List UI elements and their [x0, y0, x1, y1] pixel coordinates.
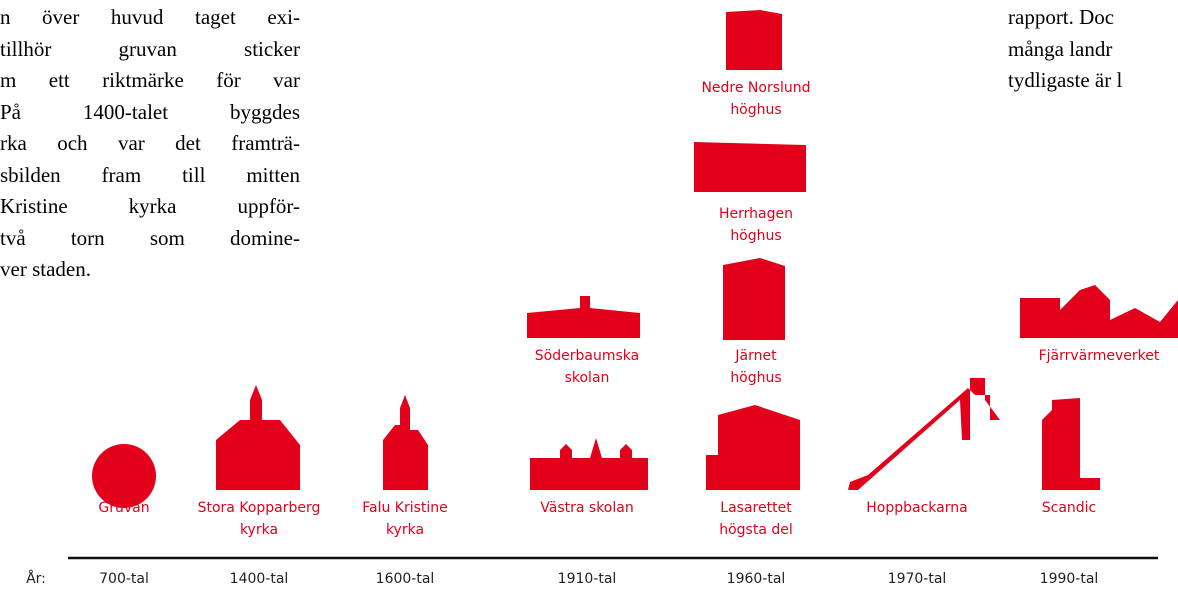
year-label: 1990-tal [1040, 571, 1099, 587]
icon-scandic [1042, 398, 1100, 490]
landmark-label: Nedre Norslund [701, 80, 810, 96]
icon-fjarrvarmeverket [1020, 285, 1178, 338]
landmark-label: Herrhagen [719, 206, 793, 222]
landmark-label: Gruvan [98, 500, 149, 516]
landmark-label: Västra skolan [540, 500, 633, 516]
year-label: 1970-tal [888, 571, 947, 587]
landmark-label: Hoppbackarna [866, 500, 967, 516]
year-label: 700-tal [99, 571, 149, 587]
landmark-label: Fjärrvärmeverket [1039, 348, 1160, 364]
landmark-label: Järnet [734, 348, 777, 364]
icon-herrhagen [694, 142, 806, 192]
timeline: År: 700-tal Gruvan 1400-tal Stora Kopparber… [0, 0, 1178, 596]
icon-jarnet [723, 258, 785, 340]
landmark-label: Scandic [1042, 500, 1097, 516]
landmark-label: skolan [565, 370, 610, 386]
icon-gruvan [92, 444, 156, 508]
landmark-label: kyrka [386, 522, 424, 538]
axis-label: År: [26, 570, 46, 587]
year-label: 1910-tal [558, 571, 617, 587]
landmark-label: höghus [730, 370, 781, 386]
landmark-label: kyrka [240, 522, 278, 538]
landmark-label: Lasarettet [720, 500, 792, 516]
icon-falu-kristine [383, 395, 428, 490]
icon-stora-kopparberg [216, 385, 300, 490]
icons [92, 10, 1178, 508]
landmark-label: Falu Kristine [362, 500, 448, 516]
icon-vastra-skolan [530, 438, 648, 490]
landmark-label: höghus [730, 228, 781, 244]
landmark-label: Söderbaumska [535, 348, 639, 364]
icon-lasarettet [706, 405, 800, 490]
icon-soderbaumska [527, 296, 640, 338]
icon-nedre-norslund [726, 10, 782, 70]
page: n över huvud taget exi- tillhör gruvan s… [0, 0, 1178, 596]
year-label: 1400-tal [230, 571, 289, 587]
landmark-label: Stora Kopparberg [198, 500, 321, 516]
year-label: 1600-tal [376, 571, 435, 587]
year-label: 1960-tal [727, 571, 786, 587]
landmark-label: höghus [730, 102, 781, 118]
icon-hoppbackarna [848, 378, 1000, 490]
landmark-label: högsta del [719, 522, 793, 538]
